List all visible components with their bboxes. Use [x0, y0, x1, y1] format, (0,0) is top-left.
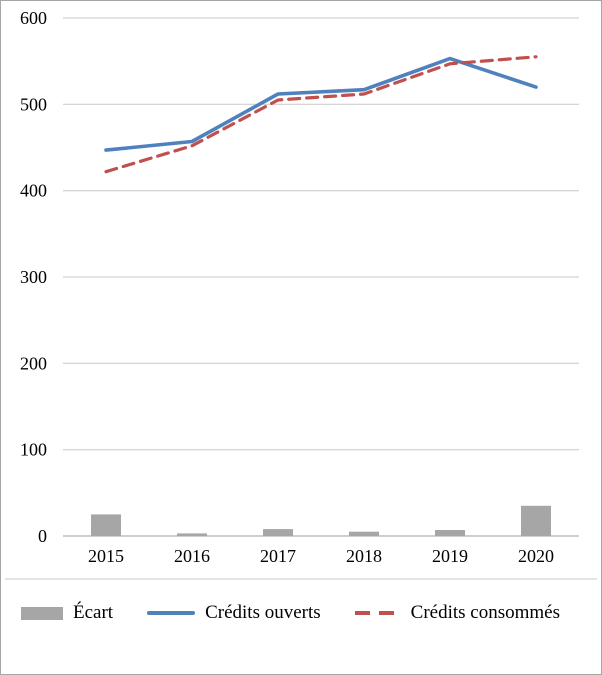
legend-label-ecart: Écart: [73, 602, 114, 623]
x-tick-label: 2019: [432, 546, 468, 566]
legend-item-credits-ouverts: Crédits ouverts: [147, 602, 321, 624]
x-tick-label: 2020: [518, 546, 554, 566]
x-tick-label: 2018: [346, 546, 382, 566]
y-tick-label: 0: [38, 526, 47, 546]
ecart-bar: [349, 531, 379, 536]
solid-line-swatch-icon: [147, 611, 196, 615]
x-tick-label: 2017: [260, 546, 296, 566]
ecart-bar: [521, 505, 551, 536]
legend-item-ecart: Écart: [21, 602, 113, 624]
y-tick-label: 200: [20, 353, 47, 373]
line-bar-chart-plot: 0 100 200 300 400 500 600 2015 2016 2017 2018 2019 2…: [5, 8, 597, 580]
ecart-bar: [91, 514, 121, 536]
legend-item-credits-consommes: Crédits consommés: [354, 602, 561, 624]
ecart-bar: [263, 529, 293, 536]
y-tick-label: 100: [20, 440, 47, 460]
legend-label-credits-consommes: Crédits consommés: [410, 602, 561, 623]
y-tick-label: 300: [20, 267, 47, 287]
ecart-bar: [435, 530, 465, 536]
chart-legend: Écart Crédits ouverts Crédits consommés: [1, 587, 601, 639]
y-tick-label: 400: [20, 181, 47, 201]
series-line-dashed: [104, 55, 538, 174]
x-tick-label: 2016: [174, 546, 210, 566]
dashed-line-swatch-icon: [354, 611, 401, 615]
ecart-bar: [177, 533, 207, 536]
y-tick-label: 600: [20, 8, 47, 28]
x-tick-label: 2015: [88, 546, 124, 566]
bar-swatch-icon: [21, 606, 63, 620]
legend-label-credits-ouverts: Crédits ouverts: [205, 602, 321, 623]
y-tick-label: 500: [20, 94, 47, 114]
